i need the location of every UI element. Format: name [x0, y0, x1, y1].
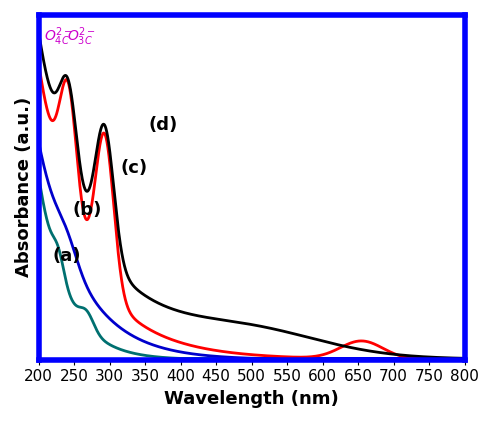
Text: $O^{2-}_{4C}$: $O^{2-}_{4C}$: [43, 26, 73, 48]
X-axis label: Wavelength (nm): Wavelength (nm): [164, 390, 339, 408]
Y-axis label: Absorbance (a.u.): Absorbance (a.u.): [15, 97, 33, 277]
Text: (c): (c): [120, 159, 147, 176]
Text: (a): (a): [53, 247, 81, 265]
Text: $O^{2-}_{3C}$: $O^{2-}_{3C}$: [67, 26, 96, 48]
Text: (d): (d): [149, 116, 178, 134]
Text: (b): (b): [73, 201, 102, 219]
